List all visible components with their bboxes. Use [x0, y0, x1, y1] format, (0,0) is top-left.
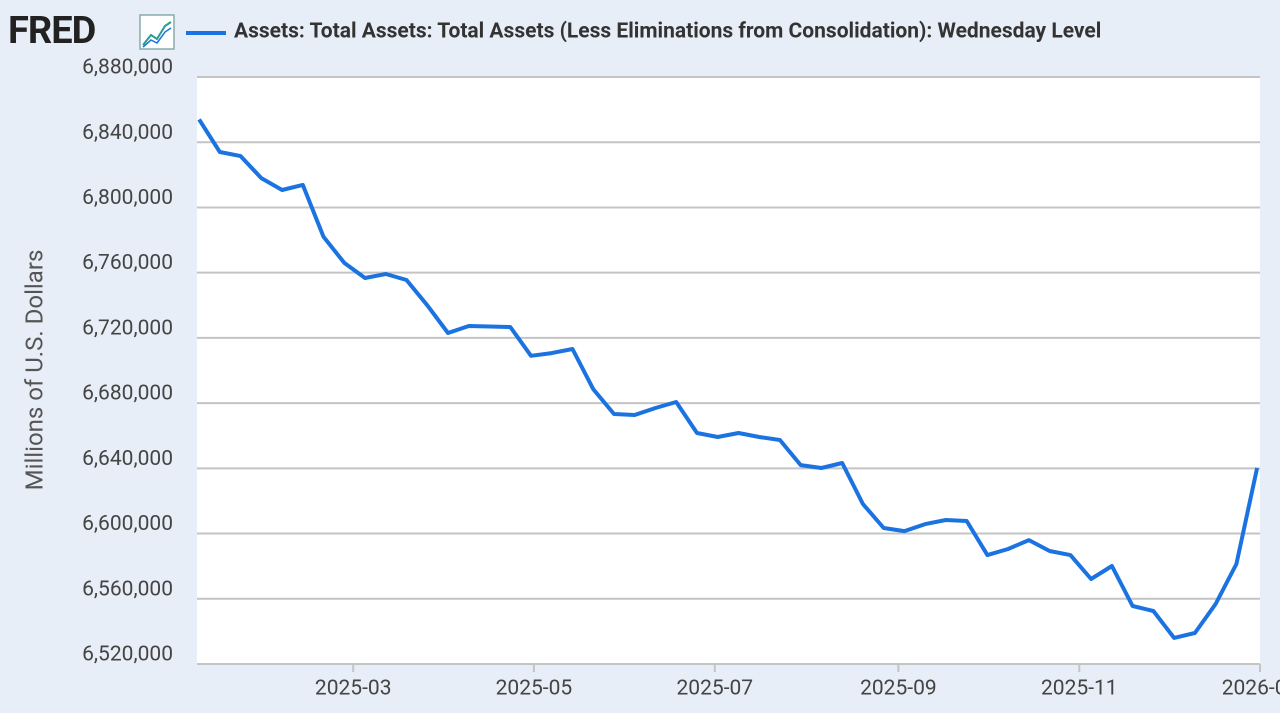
logo: FRED: [8, 9, 96, 53]
y-tick-label: 6,680,000: [82, 382, 173, 406]
x-tick-label: 2026-01: [1222, 677, 1280, 701]
y-tick-label: 6,520,000: [82, 643, 173, 667]
x-tick-label: 2025-07: [676, 677, 753, 701]
y-tick-label: 6,840,000: [82, 121, 173, 145]
y-tick-label: 6,640,000: [82, 447, 173, 471]
y-tick-label: 6,720,000: [82, 316, 173, 340]
x-tick-label: 2025-05: [496, 677, 573, 701]
y-tick-label: 6,600,000: [82, 512, 173, 536]
y-tick-label: 6,880,000: [82, 56, 173, 80]
data-line: [197, 118, 1260, 640]
y-axis-label: Millions of U.S. Dollars: [20, 250, 48, 491]
plot-area: [197, 77, 1260, 664]
legend-label: Assets: Total Assets: Total Assets (Less…: [234, 20, 1101, 44]
y-tick-label: 6,560,000: [82, 577, 173, 601]
y-tick-label: 6,800,000: [82, 186, 173, 210]
x-tick-label: 2025-09: [860, 677, 937, 701]
x-tick-label: 2025-11: [1041, 677, 1118, 701]
logo-icon: [139, 14, 175, 50]
x-tick-label: 2025-03: [315, 677, 392, 701]
y-tick-label: 6,760,000: [82, 251, 173, 275]
